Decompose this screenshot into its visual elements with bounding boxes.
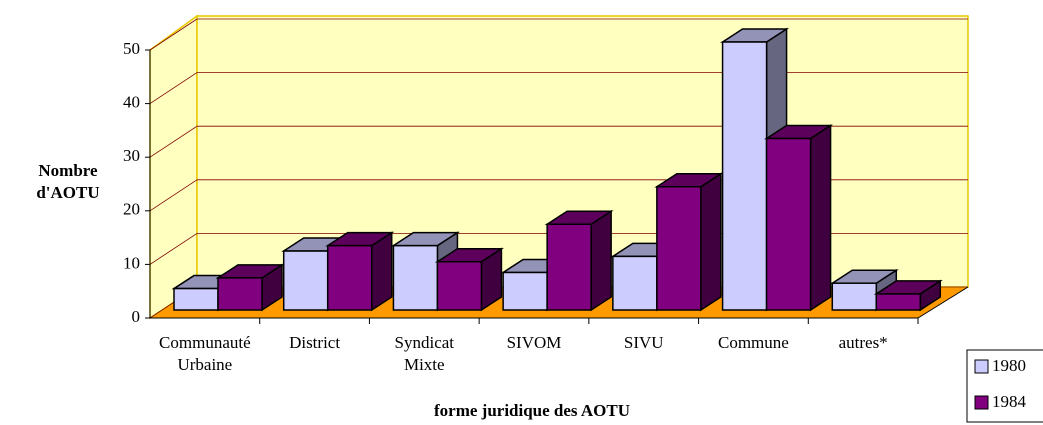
bar-front [831, 282, 878, 311]
bar [215, 263, 285, 312]
bar-front [392, 244, 439, 311]
bar-front [326, 244, 373, 311]
bar [654, 172, 724, 312]
grid-line [149, 179, 198, 212]
y-axis-label: Nombre d'AOTU [36, 161, 99, 202]
bar [873, 279, 943, 312]
y-tick-label: 50 [123, 39, 140, 58]
y-tick-label: 10 [123, 253, 140, 272]
x-tick-label: SIVOM [507, 333, 562, 352]
legend-label: 1984 [992, 392, 1027, 411]
bar-front [502, 271, 548, 311]
bar [434, 247, 504, 312]
bar [325, 231, 395, 312]
bar-front [721, 41, 768, 311]
grid-line [149, 233, 198, 265]
grid-line [149, 125, 198, 158]
x-tick-label: Syndicat Mixte [395, 333, 455, 374]
bar-front [436, 261, 483, 311]
grid-line [149, 72, 198, 104]
y-tick-label: 0 [132, 307, 141, 326]
bar-front [765, 137, 812, 311]
bar-front [875, 293, 922, 311]
bar-side [590, 209, 612, 312]
x-tick-label: SIVU [624, 333, 664, 352]
bar-front [612, 255, 658, 311]
x-tick-label: Commune [718, 333, 789, 352]
legend-swatch [974, 359, 989, 374]
legend-label: 1980 [992, 356, 1026, 375]
x-tick-label: Communauté Urbaine [159, 333, 251, 374]
y-tick-label: 30 [123, 146, 140, 165]
bar [764, 124, 834, 312]
legend-swatch [974, 395, 989, 410]
grid-line [149, 18, 198, 51]
side-wall [149, 14, 198, 320]
bar-front [656, 185, 702, 311]
floor-edge [917, 286, 969, 319]
bar-front [173, 287, 219, 311]
bar-side [809, 124, 832, 312]
y-tick-label: 40 [123, 93, 140, 112]
x-tick-label: autres* [839, 333, 888, 352]
bar-front [217, 277, 263, 311]
x-axis-label: forme juridique des AOTU [434, 401, 630, 420]
bar-side [700, 172, 722, 312]
bar-front [546, 223, 592, 311]
y-tick-label: 20 [123, 200, 140, 219]
bar-front [282, 250, 329, 311]
bar [544, 209, 614, 312]
x-tick-label: District [289, 333, 340, 352]
